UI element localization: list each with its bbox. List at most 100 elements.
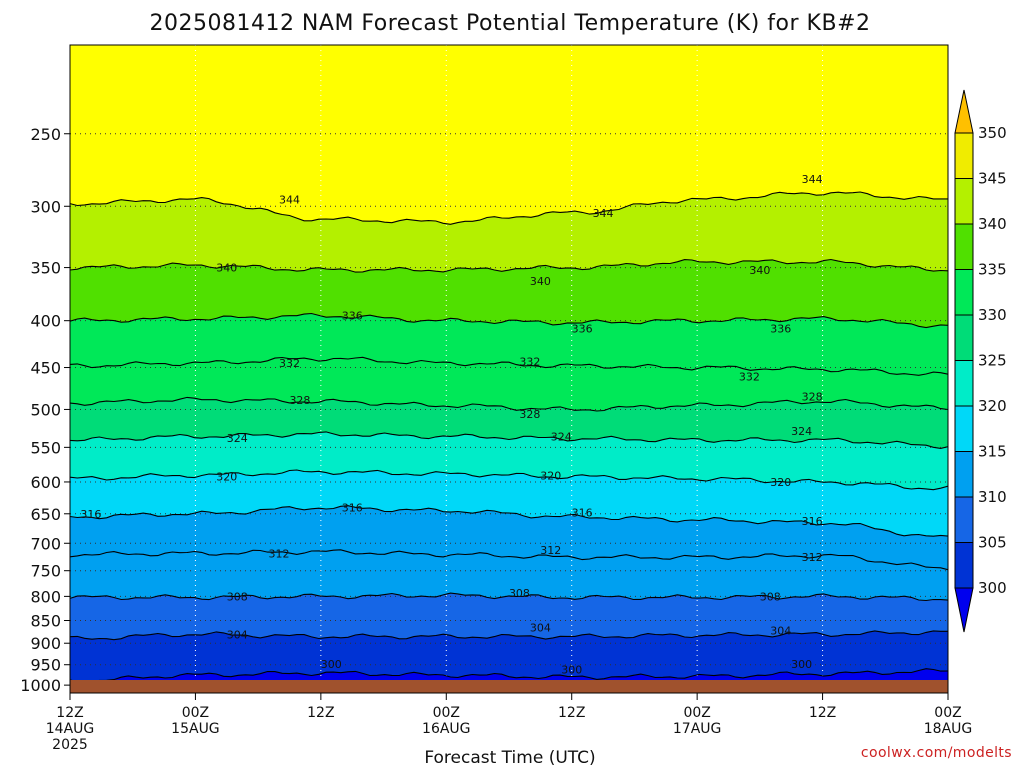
y-tick-label: 600: [30, 473, 61, 492]
contour-label-332: 332: [739, 370, 760, 383]
colorbar-label: 325: [978, 352, 1007, 370]
filled-contours: [70, 45, 948, 693]
ground-bar: [70, 680, 948, 693]
contour-label-308: 308: [227, 590, 248, 603]
credit-text: coolwx.com/modelts: [861, 745, 1012, 761]
colorbar-label: 320: [978, 397, 1007, 415]
colorbar-seg-315: [954, 405, 974, 452]
contour-label-312: 312: [540, 544, 561, 557]
y-tick-label: 650: [30, 505, 61, 524]
colorbar-seg-340: [954, 178, 974, 225]
contour-316: [70, 505, 948, 537]
colorbar-label: 340: [978, 215, 1007, 233]
contour-label-344: 344: [802, 173, 823, 186]
y-tick-label: 500: [30, 400, 61, 419]
contour-label-312: 312: [269, 547, 290, 560]
y-tick-label: 550: [30, 438, 61, 457]
contour-label-344: 344: [279, 194, 300, 207]
contour-label-332: 332: [279, 357, 300, 370]
colorbar-label: 315: [978, 443, 1007, 461]
contour-label-324: 324: [227, 432, 248, 445]
x-tick-label: 00Z: [683, 705, 710, 721]
x-tick-label: 12Z: [307, 705, 334, 721]
x-tick-label: 00Z: [934, 705, 961, 721]
x-tick-label: 12Z: [809, 705, 836, 721]
y-axis: 250 300 350 400 450 500 550 600 650 700 750 800 850 9…: [20, 125, 70, 695]
contour-344: [70, 191, 948, 225]
colorbar-seg-345: [954, 132, 974, 179]
colorbar-seg-300: [954, 542, 974, 589]
x-axis-label: Forecast Time (UTC): [424, 748, 595, 768]
contour-label-308: 308: [760, 590, 781, 603]
colorbar: 300 305 310 315 320 325 330 335 340 345 350: [954, 89, 1007, 633]
contour-label-324: 324: [551, 430, 572, 443]
colorbar-label: 330: [978, 306, 1007, 324]
contour-label-304: 304: [530, 621, 551, 634]
x-tick-label: 17AUG: [673, 721, 722, 737]
contour-label-320: 320: [770, 476, 791, 489]
y-tick-label: 750: [30, 562, 61, 581]
contour-label-344: 344: [593, 207, 614, 220]
grid: [70, 45, 948, 693]
contour-label-316: 316: [802, 515, 823, 528]
contour-label-324: 324: [791, 425, 812, 438]
colorbar-label: 310: [978, 488, 1007, 506]
colorbar-label: 300: [978, 579, 1007, 597]
y-tick-label: 950: [30, 656, 61, 675]
contour-labels: 316 316 316 316 312 312 312 308 308 308 304 304 304 3…: [80, 173, 822, 677]
x-tick-label: 14AUG: [46, 721, 95, 737]
x-tick-label: 12Z: [56, 705, 83, 721]
contour-label-316: 316: [80, 508, 101, 521]
contour-label-336: 336: [342, 310, 363, 323]
contour-336: [70, 312, 948, 329]
contour-label-328: 328: [802, 391, 823, 404]
contour-label-308: 308: [509, 587, 530, 600]
contour-340: [70, 258, 948, 273]
contour-label-340: 340: [530, 275, 551, 288]
contour-label-300: 300: [321, 658, 342, 671]
contour-label-328: 328: [519, 408, 540, 421]
colorbar-seg-335: [954, 223, 974, 270]
y-tick-label: 400: [30, 312, 61, 331]
contour-312: [70, 549, 948, 571]
y-tick-label: 1000: [20, 676, 61, 695]
contour-328: [70, 396, 948, 412]
colorbar-label: 345: [978, 170, 1007, 188]
contour-label-312: 312: [802, 551, 823, 564]
contour-lines: [70, 191, 948, 684]
x-tick-label: 16AUG: [422, 721, 471, 737]
contour-label-316: 316: [342, 502, 363, 515]
y-tick-label: 250: [30, 125, 61, 144]
contour-300: [70, 668, 948, 684]
contour-332: [70, 356, 948, 376]
colorbar-seg-310: [954, 451, 974, 498]
contour-label-300: 300: [791, 658, 812, 671]
y-tick-label: 700: [30, 534, 61, 553]
contour-324: [70, 431, 948, 449]
x-tick-label: 2025: [52, 737, 88, 753]
colorbar-seg-305: [954, 496, 974, 543]
x-tick-label: 15AUG: [171, 721, 220, 737]
contour-label-304: 304: [227, 628, 248, 641]
y-tick-label: 900: [30, 634, 61, 653]
colorbar-label: 305: [978, 534, 1007, 552]
y-tick-label: 350: [30, 259, 61, 278]
plot-frame: [69, 44, 949, 694]
x-tick-label: 00Z: [433, 705, 460, 721]
contour-304: [70, 630, 948, 641]
colorbar-label: 350: [978, 124, 1007, 142]
contour-label-304: 304: [770, 625, 791, 638]
x-tick-label: 00Z: [182, 705, 209, 721]
contour-label-336: 336: [572, 323, 593, 336]
y-tick-label: 450: [30, 359, 61, 378]
contour-308: [70, 592, 948, 602]
colorbar-seg-320: [954, 360, 974, 407]
y-tick-label: 300: [30, 197, 61, 216]
chart-title: 2025081412 NAM Forecast Potential Temper…: [149, 11, 870, 36]
colorbar-seg-330: [954, 269, 974, 316]
colorbar-seg-325: [954, 314, 974, 361]
colorbar-over: [954, 89, 974, 134]
x-tick-label: 12Z: [558, 705, 585, 721]
